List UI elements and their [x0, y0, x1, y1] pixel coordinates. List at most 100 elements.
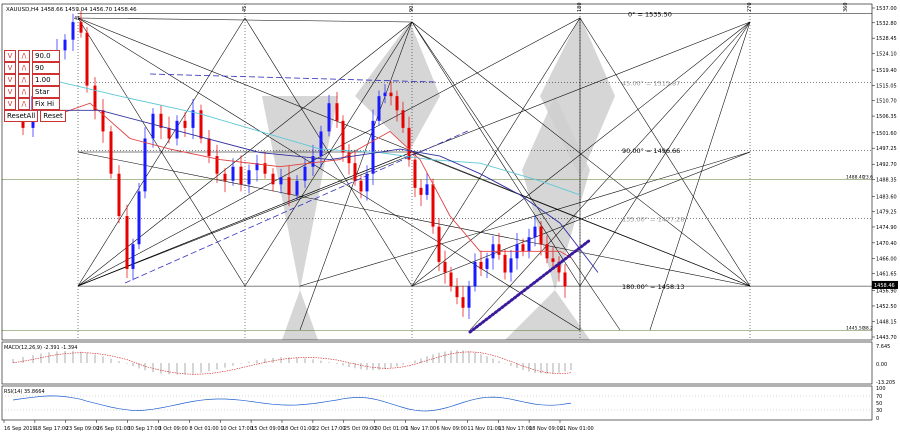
candle-body	[419, 187, 423, 195]
price-tick-label: 1537.00	[876, 6, 897, 12]
toolbar-value-field[interactable]: 90	[32, 62, 60, 74]
time-tick-label: 25 Oct 09:00	[344, 426, 377, 432]
down-arrow-button[interactable]: V	[4, 50, 16, 62]
up-arrow-button[interactable]: /\	[18, 98, 30, 110]
gann-level-label: 0° = 1535.50	[628, 10, 672, 18]
overlay-lines	[124, 73, 592, 334]
shade-triangle-4	[282, 290, 318, 340]
reset-all-button[interactable]: ResetAll	[4, 110, 39, 122]
rsi-label: RSI(14) 35.8664	[4, 389, 45, 395]
macd-panel-frame	[1, 341, 873, 385]
time-tick-label: 23 Sep 09:00	[66, 426, 99, 432]
candle-body	[377, 96, 381, 121]
toolbar-value-field[interactable]: Star	[32, 86, 60, 98]
top-mark-label: 360	[843, 2, 849, 12]
candle-body	[551, 258, 555, 262]
candle-body	[215, 156, 219, 174]
candle-body	[125, 216, 129, 269]
candle-body	[183, 120, 187, 128]
gann-toolbar-row: V/\ 90	[4, 62, 60, 74]
candle-body	[443, 261, 447, 273]
candle-body	[239, 166, 243, 185]
gann-fan-line-0	[77, 17, 413, 23]
rsi-tick-label: 30	[876, 408, 882, 414]
symbol-header: XAUUSD,H4 1458.66 1459.04 1456.70 1458.4…	[6, 7, 137, 13]
candle-body	[467, 286, 471, 308]
candle-body	[557, 261, 561, 273]
time-tick-label: 30 Sep 17:00	[128, 426, 161, 432]
candle-body	[407, 127, 411, 160]
candle-body	[395, 96, 399, 111]
gann-fan-line-13	[411, 21, 751, 287]
up-arrow-button[interactable]: /\	[18, 62, 30, 74]
gann-level-label: 45.00° = 1515.87	[622, 80, 680, 88]
rsi-tick-label: 100	[876, 386, 886, 392]
rsi-tick-label: 50	[876, 401, 882, 407]
price-tick-label: 1466.00	[876, 256, 897, 262]
time-tick-label: 30 Oct 01:00	[375, 426, 408, 432]
down-arrow-button[interactable]: V	[4, 98, 16, 110]
candle-body	[437, 226, 441, 262]
candle-body	[539, 226, 543, 245]
gann-level-label: 180.00° = 1458.13	[622, 283, 684, 291]
gann-level-label: 135.00° = 1477.28	[622, 216, 684, 224]
price-tick-label: 1474.90	[876, 225, 897, 231]
down-arrow-button[interactable]: V	[4, 86, 16, 98]
dashed-resistance-line	[149, 73, 437, 83]
gann-fan-line-7	[244, 21, 413, 287]
candle-body	[199, 110, 203, 139]
price-tick-label: 1456.90	[876, 288, 897, 294]
down-arrow-button[interactable]: V	[4, 74, 16, 86]
time-tick-label: 11 Nov 01:00	[467, 426, 501, 432]
candle-body	[255, 163, 259, 171]
candle-body	[365, 173, 369, 192]
candle-body	[137, 191, 141, 245]
time-tick-label: 10 Oct 17:00	[220, 426, 253, 432]
time-tick-label: 21 Nov 01:00	[560, 426, 594, 432]
ma-teal-line	[59, 81, 581, 196]
reset-button[interactable]: Reset	[40, 110, 66, 122]
time-tick-label: 15 Oct 09:00	[251, 426, 284, 432]
top-mark-label: 45	[242, 6, 248, 12]
ma-red-line	[39, 102, 573, 259]
down-arrow-button[interactable]: V	[4, 62, 16, 74]
time-tick-label: 22 Oct 17:00	[313, 426, 346, 432]
time-tick-label: 3 Oct 09:00	[158, 426, 187, 432]
current-price-label: 1458.46	[874, 283, 895, 289]
price-tick-label: 1483.60	[876, 194, 897, 200]
dotted-uptrend-line	[468, 238, 592, 334]
candle-body	[413, 159, 417, 188]
candle-body	[521, 244, 525, 252]
time-tick-label: 13 Nov 17:00	[498, 426, 532, 432]
candle-body	[509, 258, 513, 273]
macd-panel: MACD(12,26,9) -2.391 -1.394 7.645 0.00 -13.…	[4, 344, 895, 386]
toolbar-value-field[interactable]: 90.0	[32, 50, 60, 62]
toolbar-value-field[interactable]: 1.00	[32, 74, 60, 86]
candle-body	[101, 110, 105, 132]
time-tick-label: 8 Oct 01:00	[189, 426, 218, 432]
price-tick-label: 1452.50	[876, 304, 897, 310]
price-tick-label: 1524.10	[876, 51, 897, 57]
macd-label: MACD(12,26,9) -2.391 -1.394	[4, 345, 77, 351]
rsi-tick-label: 70	[876, 394, 882, 400]
candle-body	[175, 120, 179, 139]
toolbar-value-field[interactable]: Fix Hi	[32, 98, 60, 110]
shade-triangle-3	[522, 96, 590, 290]
candle-body	[93, 85, 97, 111]
candle-body	[151, 113, 155, 139]
up-arrow-button[interactable]: /\	[18, 50, 30, 62]
time-tick-label: 18 Oct 01:00	[282, 426, 315, 432]
candle-body	[263, 163, 267, 174]
gann-toolbar-row: V/\ Fix Hi	[4, 98, 60, 110]
shade-triangle-0	[262, 96, 338, 290]
up-arrow-button[interactable]: /\	[18, 86, 30, 98]
rsi-panel-frame	[1, 385, 873, 421]
up-arrow-button[interactable]: /\	[18, 74, 30, 86]
candle-body	[131, 244, 135, 269]
price-tick-label: 1443.70	[876, 335, 897, 341]
candle-body	[167, 127, 171, 139]
candle-body	[303, 166, 307, 181]
